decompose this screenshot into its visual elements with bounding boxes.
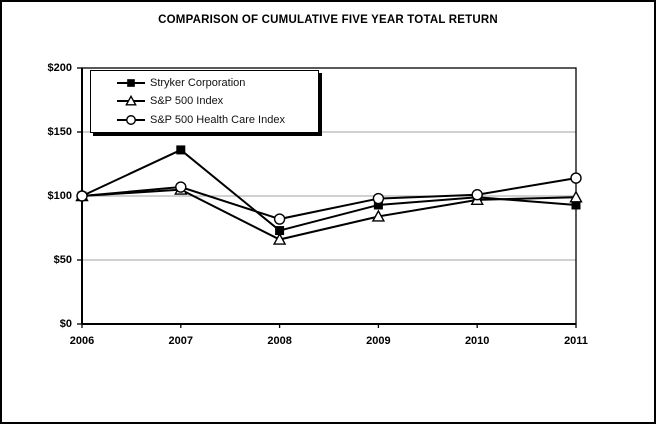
x-axis-tick-label: 2006 bbox=[69, 335, 95, 347]
y-axis-tick-label: $100 bbox=[47, 190, 72, 202]
y-axis-tick-label: $0 bbox=[59, 318, 72, 330]
marker-filled-square bbox=[127, 79, 135, 87]
marker-open-circle bbox=[570, 172, 582, 184]
marker-filled-square bbox=[176, 145, 186, 155]
legend-label: S&P 500 Index bbox=[150, 95, 224, 108]
filled-square-legend-icon bbox=[117, 79, 145, 87]
marker-open-triangle bbox=[569, 190, 583, 203]
x-axis-tick-label: 2010 bbox=[464, 335, 490, 347]
series-line bbox=[81, 177, 577, 221]
marker-open-circle bbox=[471, 189, 483, 201]
y-axis-tick-label: $200 bbox=[47, 62, 72, 74]
open-triangle-legend-icon bbox=[117, 95, 145, 106]
legend-label: Stryker Corporation bbox=[150, 77, 246, 90]
marker-open-circle bbox=[175, 181, 187, 193]
marker-filled-square bbox=[571, 200, 581, 210]
marker-open-circle bbox=[372, 192, 385, 205]
legend-label: S&P 500 Health Care Index bbox=[150, 113, 285, 126]
plot-area bbox=[75, 67, 583, 328]
x-axis-tick-label: 2007 bbox=[168, 335, 194, 347]
marker-open-triangle bbox=[272, 232, 287, 245]
y-axis-tick-label: $50 bbox=[53, 254, 72, 266]
x-axis-tick-label: 2009 bbox=[366, 335, 391, 347]
marker-open-triangle bbox=[371, 209, 386, 222]
x-axis-tick-label: 2008 bbox=[267, 335, 292, 347]
marker-filled-square bbox=[275, 226, 285, 236]
marker-open-circle bbox=[76, 190, 88, 202]
legend-item: Stryker Corporation bbox=[117, 74, 314, 92]
series-line bbox=[81, 188, 577, 241]
x-axis-tick-label: 2011 bbox=[564, 335, 588, 347]
legend-item: S&P 500 Index bbox=[117, 92, 314, 110]
marker-open-triangle bbox=[125, 95, 137, 106]
y-axis-tick-label: $150 bbox=[47, 126, 72, 138]
chart-title: COMPARISON OF CUMULATIVE FIVE YEAR TOTAL… bbox=[158, 14, 498, 26]
legend-item: S&P 500 Health Care Index bbox=[117, 111, 314, 129]
marker-open-circle bbox=[273, 213, 286, 225]
marker-open-circle bbox=[126, 114, 136, 125]
legend: Stryker Corporation S&P 500 Index S&P 500 … bbox=[90, 70, 319, 133]
marker-filled-square bbox=[373, 200, 383, 210]
open-circle-legend-icon bbox=[117, 114, 145, 125]
